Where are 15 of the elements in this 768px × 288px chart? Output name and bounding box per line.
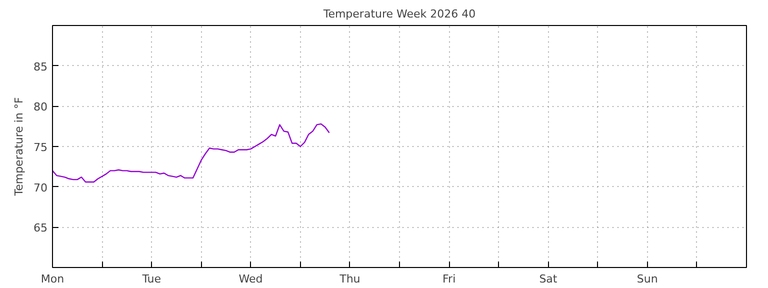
y-tick-label: 80 bbox=[34, 100, 48, 114]
x-tick-label: Mon bbox=[40, 272, 64, 286]
chart-title: Temperature Week 2026 40 bbox=[322, 8, 476, 20]
y-tick-label: 75 bbox=[34, 141, 48, 154]
x-tick-label: Sat bbox=[539, 272, 558, 286]
y-tick-label: 85 bbox=[34, 60, 48, 74]
x-tick-label: Sun bbox=[636, 272, 658, 286]
x-tick-label: Tue bbox=[141, 272, 162, 286]
line-series bbox=[52, 123, 330, 183]
x-tick-label: Thu bbox=[338, 272, 360, 286]
x-tick-label: Fri bbox=[442, 272, 456, 286]
y-tick-label: 70 bbox=[34, 181, 48, 194]
y-axis-title: Temperature in °F bbox=[12, 97, 26, 197]
x-tick-label: Wed bbox=[238, 272, 263, 286]
y-tick-label: 65 bbox=[34, 222, 48, 235]
